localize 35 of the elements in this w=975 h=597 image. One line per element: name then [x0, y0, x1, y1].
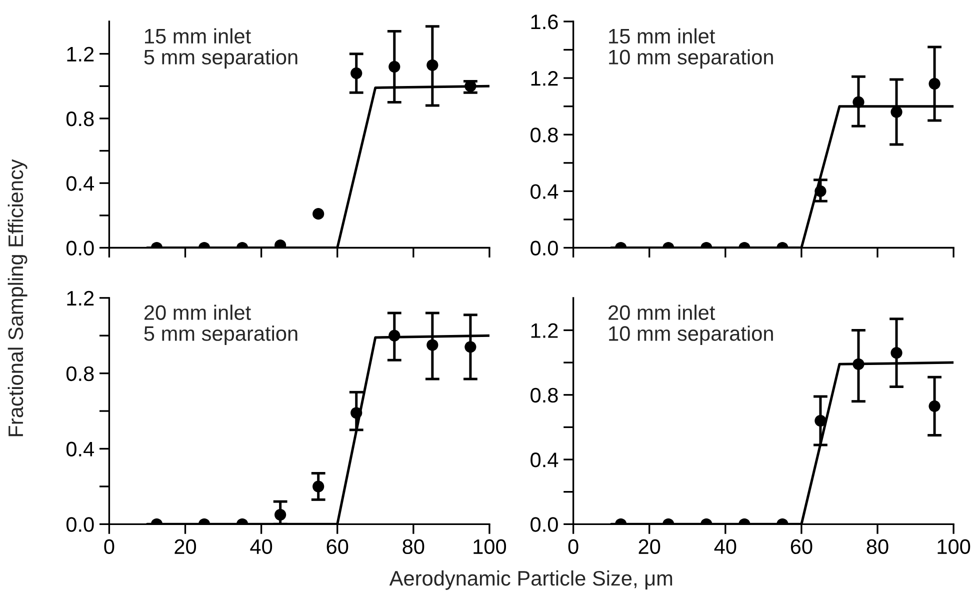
x-tick-label: 100 [474, 539, 506, 554]
x-tick-label: 40 [714, 539, 736, 554]
x-tick-label: 60 [790, 539, 812, 554]
y-tick-label: 0.0 [530, 517, 558, 532]
x-tick-label: 20 [638, 539, 660, 554]
x-tick-label: 40 [250, 539, 272, 554]
y-tick-label: 0.4 [66, 176, 94, 191]
y-tick-label: 0.8 [66, 366, 94, 382]
x-tick-label: 20 [174, 539, 196, 554]
x-tick-label: 80 [866, 539, 888, 554]
y-tick-label: 0.8 [530, 128, 558, 142]
x-axis-title: Aerodynamic Particle Size, μm [389, 570, 672, 590]
y-tick-label: 0.4 [530, 452, 558, 468]
y-tick-label: 1.2 [531, 323, 558, 338]
y-tick-label: 0.0 [66, 517, 94, 532]
annotation: 20 mm inlet 10 mm separation [608, 304, 773, 346]
x-tick-label: 60 [326, 539, 348, 554]
y-tick-label: 1.2 [67, 46, 94, 62]
y-tick-label: 0.4 [66, 442, 94, 456]
y-tick-label: 1.2 [67, 290, 94, 306]
annotation: 15 mm inlet 5 mm separation [144, 28, 298, 69]
annotation: 20 mm inlet 5 mm separation [144, 304, 298, 346]
x-tick-label: 0 [104, 539, 114, 554]
y-tick-label: 1.6 [531, 14, 558, 30]
x-tick-label: 80 [402, 539, 424, 554]
y-axis-title: Fractional Sampling Efficiency [8, 159, 28, 436]
y-tick-label: 0.0 [66, 240, 94, 256]
y-tick-label: 0.0 [530, 240, 558, 256]
annotation: 15 mm inlet 10 mm separation [609, 28, 773, 69]
y-tick-label: 0.8 [66, 111, 94, 126]
y-tick-label: 0.8 [530, 388, 558, 403]
y-tick-label: 0.4 [530, 184, 558, 199]
x-tick-label: 100 [938, 539, 970, 554]
y-tick-label: 1.2 [531, 71, 558, 86]
x-tick-label: 0 [568, 539, 578, 554]
